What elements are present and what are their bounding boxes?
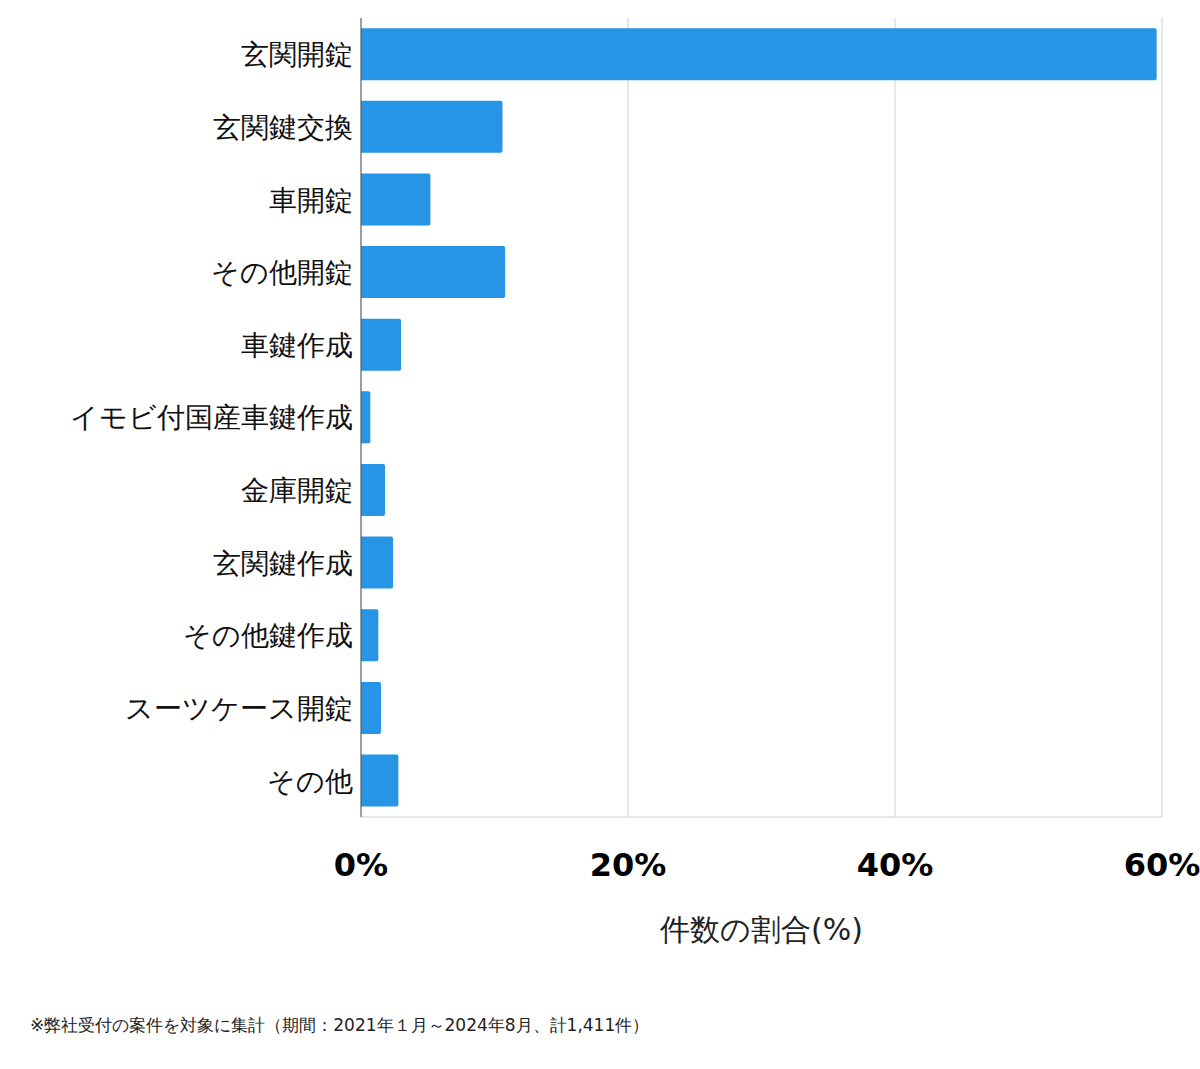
- svg-text:玄関鍵作成: 玄関鍵作成: [213, 547, 353, 580]
- svg-text:0%: 0%: [334, 846, 388, 884]
- html-text:※弊社受付の案件を対象に集計（期間：2021年１月～2024: ※弊社受付の案件を対象に集計（期間：2021年１月～2024年8月、計1,411…: [30, 1015, 650, 1035]
- svg-text:車鍵作成: 車鍵作成: [241, 329, 353, 362]
- svg-text:スーツケース開錠: スーツケース開錠: [125, 692, 353, 725]
- svg-text:40%: 40%: [857, 846, 934, 884]
- svg-text:件数の割合(%): 件数の割合(%): [660, 912, 863, 947]
- svg-text:金庫開錠: 金庫開錠: [241, 474, 353, 507]
- svg-text:その他鍵作成: その他鍵作成: [183, 619, 353, 652]
- svg-text:20%: 20%: [590, 846, 667, 884]
- svg-text:その他開錠: その他開錠: [211, 256, 353, 289]
- svg-text:その他: その他: [267, 765, 353, 798]
- svg-text:60%: 60%: [1124, 846, 1192, 884]
- svg-text:玄関開錠: 玄関開錠: [241, 38, 353, 71]
- svg-text:玄関鍵交換: 玄関鍵交換: [213, 111, 353, 144]
- svg-text:車開錠: 車開錠: [269, 184, 353, 217]
- svg-text:イモビ付国産車鍵作成: イモビ付国産車鍵作成: [70, 401, 353, 434]
